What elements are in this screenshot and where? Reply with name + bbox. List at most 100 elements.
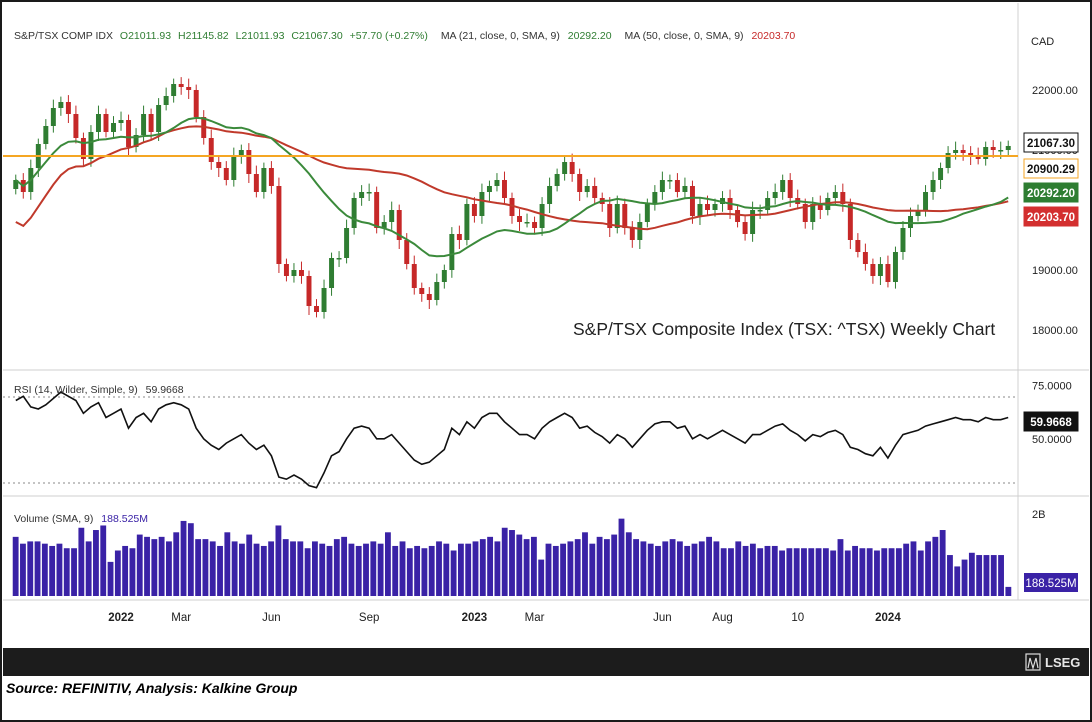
candle-body (547, 186, 553, 204)
candle-body (329, 258, 335, 288)
volume-bar (144, 536, 150, 596)
volume-bar (377, 543, 384, 596)
volume-bar (166, 541, 172, 596)
candle-body (998, 150, 1004, 152)
candle-body (80, 138, 86, 159)
volume-bar (728, 548, 734, 596)
candle-body (524, 222, 530, 224)
candle-body (682, 186, 688, 192)
volume-bar (801, 548, 807, 596)
candle-body (659, 180, 665, 192)
ma50-price-tag-text: 20203.70 (1027, 212, 1075, 224)
volume-bar (20, 543, 26, 596)
volume-bar (560, 543, 567, 596)
volume-bar (392, 545, 399, 596)
candle-body (509, 198, 515, 216)
candle-body (50, 108, 56, 126)
candle-body (622, 204, 628, 228)
volume-bar (735, 541, 742, 596)
volume-bar (494, 541, 501, 596)
legend-low: L21011.93 (236, 30, 285, 42)
candle-body (990, 147, 996, 150)
volume-bar (976, 555, 983, 596)
volume-bar (523, 539, 530, 596)
candle-body (43, 126, 49, 144)
volume-bar (399, 541, 406, 596)
source-caption: Source: REFINITIV, Analysis: Kalkine Gro… (6, 680, 298, 696)
candle-body (697, 204, 703, 216)
volume-bar (742, 545, 749, 596)
volume-bar (326, 545, 333, 596)
volume-value-tag (1024, 573, 1078, 592)
volume-label: Volume (SMA, 9) (14, 513, 93, 525)
volume-bar (866, 548, 873, 596)
candle-body (178, 84, 184, 87)
price-tick-label: 19000.00 (1032, 265, 1078, 277)
volume-bar (633, 539, 640, 596)
volume-tick-label: 2B (1032, 509, 1045, 521)
volume-bar (180, 520, 187, 596)
candle-body (757, 210, 763, 212)
volume-bar (669, 539, 676, 596)
volume-bar (925, 541, 931, 596)
volume-bar (428, 545, 435, 596)
volume-bar (647, 543, 654, 596)
volume-bar (34, 541, 41, 596)
candle-body (652, 192, 658, 204)
candle-body (787, 180, 793, 198)
volume-bar (297, 541, 304, 596)
volume-bar (764, 545, 771, 596)
candle-body (163, 96, 169, 105)
volume-bar (136, 534, 143, 596)
candle-body (742, 222, 748, 234)
volume-bar (93, 530, 99, 596)
candle-body (810, 204, 816, 222)
volume-bar (487, 536, 494, 596)
candle-body (532, 222, 538, 228)
candle-body (95, 114, 101, 132)
rsi-tick-label: 50.0000 (1032, 434, 1072, 446)
volume-bar (406, 548, 413, 596)
candle-body (765, 198, 771, 210)
candle-body (359, 192, 365, 198)
volume-bar (49, 545, 56, 596)
volume-bar (122, 545, 129, 596)
rsi-legend-value: 59.9668 (146, 384, 184, 396)
volume-bar (983, 555, 990, 596)
candle-body (517, 216, 522, 222)
volume-bar (348, 543, 355, 596)
volume-bar (290, 541, 296, 596)
candle-body (133, 135, 139, 147)
candle-body (923, 192, 929, 210)
volume-bar (516, 534, 523, 596)
candle-body (404, 240, 410, 264)
time-tick-label: 2022 (108, 612, 134, 624)
volume-bar (100, 525, 107, 596)
volume-bar (239, 543, 245, 596)
volume-bar (917, 550, 924, 596)
volume-bar (370, 541, 377, 596)
volume-bar (224, 532, 231, 596)
candle-body (502, 180, 507, 198)
candle-body (374, 192, 380, 228)
candle-body (877, 264, 883, 276)
candle-body (689, 186, 695, 216)
candles (13, 77, 1011, 319)
volume-bar (808, 548, 815, 596)
candle-body (840, 192, 846, 204)
resistance-price-tag (1023, 158, 1079, 179)
volume-bar (114, 550, 121, 596)
volume-bar (414, 545, 421, 596)
volume-bar (312, 541, 318, 596)
volume-bar (253, 543, 260, 596)
volume-bar (436, 541, 442, 596)
volume-bar (939, 530, 946, 596)
candle-body (735, 210, 741, 222)
candle-body (449, 234, 455, 270)
volume-bar (567, 541, 574, 596)
candle-body (366, 192, 372, 194)
footer-bar (3, 648, 1089, 676)
volume-bar (260, 545, 267, 596)
volume-bar (129, 548, 136, 596)
